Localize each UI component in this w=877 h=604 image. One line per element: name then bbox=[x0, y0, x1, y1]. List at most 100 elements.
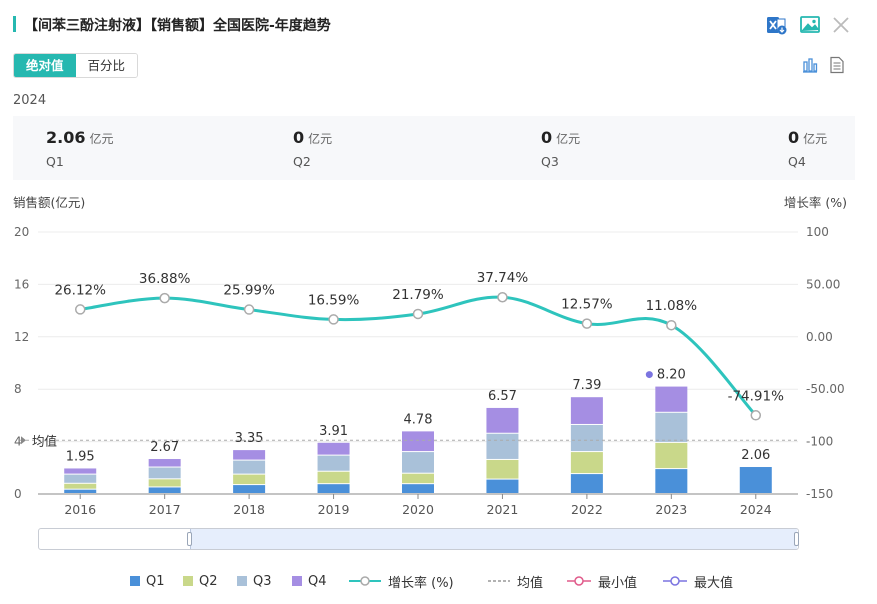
x-tick-label: 2016 bbox=[64, 502, 96, 517]
selected-year: 2024 bbox=[13, 93, 47, 108]
stat-q2-value: 0 bbox=[293, 128, 305, 147]
growth-label: 21.79% bbox=[392, 287, 444, 303]
stat-q2-unit: 亿元 bbox=[308, 132, 333, 146]
y-left-tick-label: 12 bbox=[14, 330, 29, 344]
stat-q3-label: Q3 bbox=[541, 154, 559, 169]
legend-q1-swatch bbox=[130, 576, 140, 586]
bar-q4 bbox=[317, 442, 350, 455]
growth-point bbox=[666, 319, 677, 331]
bar-total-label: 3.35 bbox=[235, 431, 264, 446]
growth-label: 25.99% bbox=[223, 283, 275, 299]
chart-legend: Q1 Q2 Q3 Q4 增长率 (%) 均值 最小值 bbox=[0, 568, 877, 594]
growth-label: 36.88% bbox=[139, 271, 191, 287]
bar-q2 bbox=[570, 452, 603, 474]
x-tick-label: 2023 bbox=[655, 502, 687, 517]
legend-min-icon bbox=[567, 576, 591, 586]
bar-chart-icon[interactable] bbox=[801, 56, 819, 74]
x-tick-label: 2022 bbox=[571, 502, 603, 517]
sales-chart: 0 4 8 12 16 20 -150 -100 -50.00 0.00 50.00 100 2016 1… bbox=[14, 225, 845, 517]
stat-q3-unit: 亿元 bbox=[556, 132, 581, 146]
bar-q4 bbox=[486, 407, 519, 433]
growth-label: 37.74% bbox=[477, 270, 529, 286]
legend-min[interactable]: 最小值 bbox=[566, 568, 637, 594]
legend-growth-label: 增长率 (%) bbox=[388, 575, 454, 591]
legend-q4-swatch bbox=[292, 576, 302, 586]
bar-total-label: 3.91 bbox=[319, 424, 348, 439]
legend-q1-label: Q1 bbox=[146, 573, 165, 589]
legend-q2[interactable]: Q2 bbox=[183, 568, 218, 594]
bar-q1 bbox=[317, 484, 350, 493]
bar-q1 bbox=[402, 484, 434, 493]
stat-q4-value: 0 bbox=[788, 128, 800, 147]
bar-q4 bbox=[233, 450, 266, 460]
bar-q4 bbox=[655, 386, 688, 412]
legend-avg-label: 均值 bbox=[517, 575, 544, 591]
bar-q4 bbox=[64, 468, 97, 474]
legend-q2-swatch bbox=[183, 576, 193, 586]
zoom-handle-left[interactable] bbox=[187, 532, 192, 546]
growth-label: 26.12% bbox=[54, 282, 106, 298]
excel-export-icon[interactable] bbox=[766, 14, 788, 36]
bar-q1 bbox=[655, 469, 688, 493]
y-right-tick-label: -50.00 bbox=[806, 382, 845, 396]
growth-point bbox=[750, 410, 762, 421]
growth-point bbox=[581, 318, 593, 329]
stat-q4-unit: 亿元 bbox=[803, 132, 828, 146]
legend-growth[interactable]: 增长率 (%) bbox=[348, 568, 454, 594]
growth-label: 12.57% bbox=[561, 297, 613, 313]
bar-total-label: 2.06 bbox=[741, 448, 770, 463]
legend-avg[interactable]: 均值 bbox=[487, 568, 543, 594]
zoom-slider-selection[interactable] bbox=[190, 529, 797, 549]
bar-q1 bbox=[64, 489, 97, 493]
bar-q3 bbox=[486, 433, 519, 459]
close-icon[interactable] bbox=[830, 14, 852, 36]
average-marker bbox=[21, 436, 26, 445]
y-left-tick-label: 16 bbox=[14, 277, 29, 291]
y-right-tick-label: 50.00 bbox=[806, 277, 840, 291]
legend-q3[interactable]: Q3 bbox=[237, 568, 272, 594]
bar-total-label: 6.57 bbox=[488, 389, 517, 404]
growth-label: -74.91% bbox=[728, 388, 785, 404]
stat-q1-value: 2.06 bbox=[46, 128, 86, 147]
quarter-summary-panel: 2.06 亿元 Q1 0 亿元 Q2 0 亿元 Q3 0 亿元 Q4 bbox=[13, 116, 855, 180]
bar-q2 bbox=[148, 479, 181, 487]
bar-q3 bbox=[148, 467, 181, 479]
legend-min-label: 最小值 bbox=[598, 575, 638, 591]
bar-q4 bbox=[148, 459, 181, 467]
legend-q3-swatch bbox=[237, 576, 247, 586]
table-view-icon[interactable] bbox=[828, 56, 846, 74]
bar-q2 bbox=[402, 473, 434, 484]
growth-label: 16.59% bbox=[308, 292, 360, 308]
bar-q1 bbox=[486, 479, 519, 493]
bar-q3 bbox=[655, 412, 688, 442]
y-left-tick-label: 0 bbox=[14, 487, 22, 501]
image-export-icon[interactable] bbox=[799, 14, 821, 36]
growth-point bbox=[328, 314, 339, 325]
y-right-tick-label: -100 bbox=[806, 435, 833, 449]
average-label: 均值 bbox=[32, 433, 57, 448]
bar-q3 bbox=[402, 452, 434, 473]
bar-q2 bbox=[317, 471, 350, 484]
legend-q4-label: Q4 bbox=[308, 573, 327, 589]
legend-max-icon bbox=[663, 576, 687, 586]
bar-q1 bbox=[148, 487, 181, 493]
legend-max[interactable]: 最大值 bbox=[662, 568, 733, 594]
bar-q4 bbox=[402, 431, 434, 452]
tab-percent[interactable]: 百分比 bbox=[75, 54, 138, 77]
legend-growth-line-icon bbox=[349, 576, 381, 586]
bar-total-label: 2.67 bbox=[150, 440, 179, 455]
zoom-handle-right[interactable] bbox=[794, 532, 799, 546]
legend-q1[interactable]: Q1 bbox=[130, 568, 165, 594]
bar-q3 bbox=[570, 424, 603, 452]
bar-q4 bbox=[570, 397, 603, 424]
bar-total-label: 7.39 bbox=[572, 378, 601, 393]
tab-absolute[interactable]: 绝对值 bbox=[14, 54, 76, 77]
stat-q1-label: Q1 bbox=[46, 154, 64, 169]
x-tick-label: 2021 bbox=[487, 502, 519, 517]
legend-max-label: 最大值 bbox=[694, 575, 734, 591]
legend-q3-label: Q3 bbox=[253, 573, 272, 589]
chart-header: 【间苯三酚注射液】【销售额】全国医院-年度趋势 bbox=[0, 0, 877, 50]
x-tick-label: 2024 bbox=[740, 502, 772, 517]
y-right-tick-label: -150 bbox=[806, 487, 833, 501]
legend-q4[interactable]: Q4 bbox=[292, 568, 327, 594]
